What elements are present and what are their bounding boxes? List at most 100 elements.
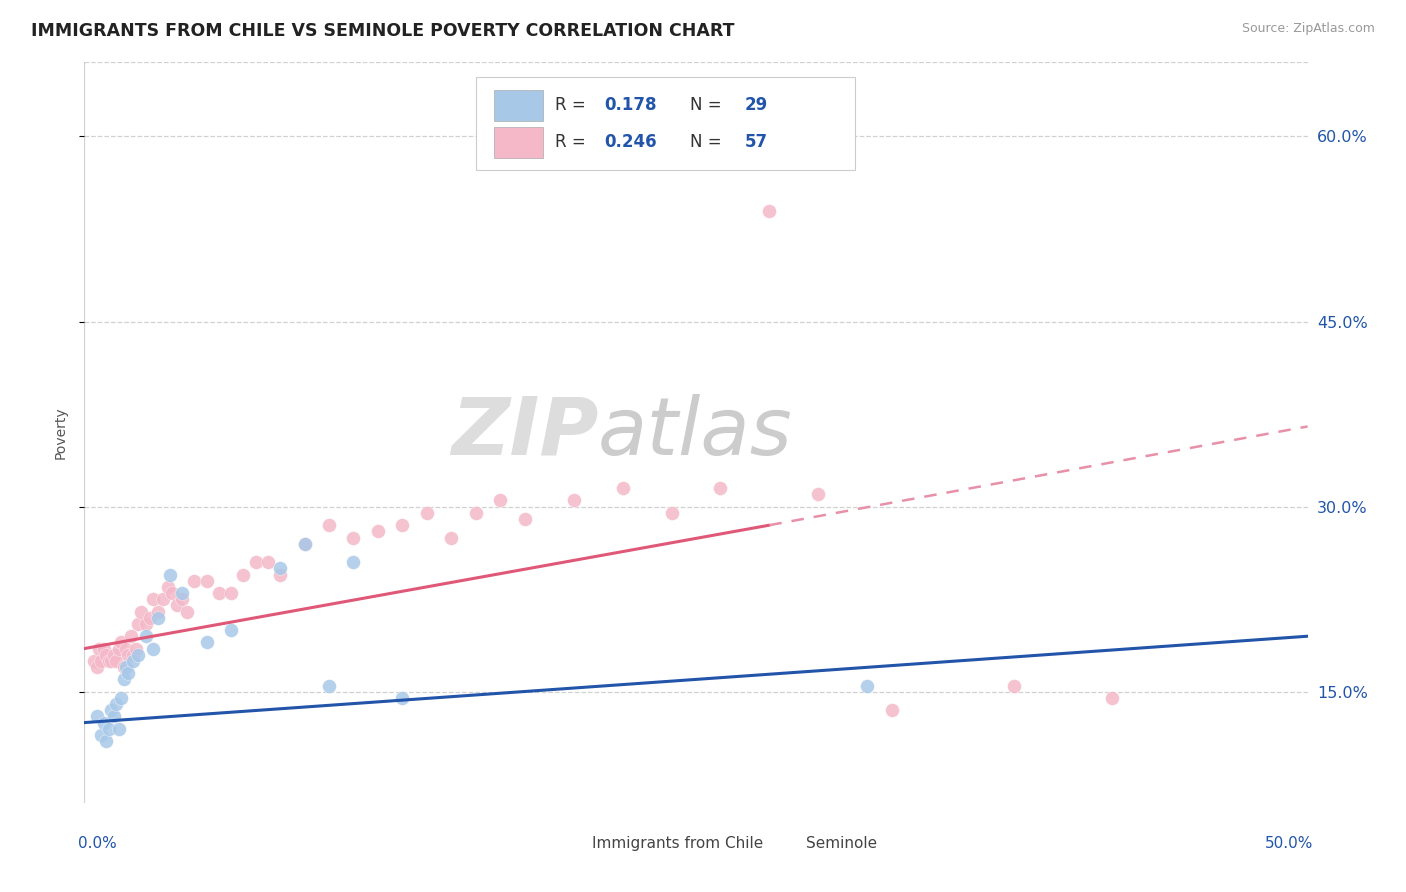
Text: N =: N = <box>690 134 727 152</box>
Text: R =: R = <box>555 134 592 152</box>
Point <box>219 586 242 600</box>
Point <box>142 641 165 656</box>
Point <box>146 605 169 619</box>
Point <box>464 506 486 520</box>
Point <box>97 654 120 668</box>
Point <box>125 641 148 656</box>
Point <box>90 654 112 668</box>
Point <box>139 611 162 625</box>
FancyBboxPatch shape <box>475 78 855 169</box>
Point <box>245 555 267 569</box>
Point <box>257 555 280 569</box>
Point <box>183 574 205 588</box>
Point <box>294 536 316 550</box>
Point <box>93 715 115 730</box>
Text: Source: ZipAtlas.com: Source: ZipAtlas.com <box>1241 22 1375 36</box>
Point <box>342 531 364 545</box>
Point <box>122 654 145 668</box>
Point <box>219 623 242 637</box>
Text: Seminole: Seminole <box>806 836 877 851</box>
Point <box>97 722 120 736</box>
Point <box>112 673 135 687</box>
Point <box>103 648 125 662</box>
Point <box>122 648 145 662</box>
Point <box>159 567 181 582</box>
Point <box>129 605 152 619</box>
Point <box>105 654 128 668</box>
Point <box>127 648 149 662</box>
Text: 57: 57 <box>745 134 768 152</box>
Point <box>135 616 157 631</box>
Point <box>318 679 340 693</box>
Point <box>86 660 108 674</box>
Point <box>100 654 122 668</box>
Text: IMMIGRANTS FROM CHILE VS SEMINOLE POVERTY CORRELATION CHART: IMMIGRANTS FROM CHILE VS SEMINOLE POVERT… <box>31 22 734 40</box>
Point <box>146 611 169 625</box>
Point <box>120 629 142 643</box>
Point <box>127 616 149 631</box>
Point <box>1002 679 1025 693</box>
Point <box>142 592 165 607</box>
Point <box>208 586 231 600</box>
Text: 50.0%: 50.0% <box>1265 836 1313 851</box>
Point <box>758 203 780 218</box>
Point <box>269 567 291 582</box>
Point <box>367 524 389 539</box>
Point <box>195 574 218 588</box>
Text: 29: 29 <box>745 96 768 114</box>
Point <box>115 641 138 656</box>
Point <box>105 697 128 711</box>
Point <box>166 599 188 613</box>
Point <box>172 586 194 600</box>
Point <box>110 690 132 705</box>
Point <box>391 518 413 533</box>
Point <box>96 648 118 662</box>
Text: 0.0%: 0.0% <box>79 836 117 851</box>
Point <box>87 641 110 656</box>
Point <box>83 654 105 668</box>
Text: atlas: atlas <box>598 393 793 472</box>
Point <box>107 641 129 656</box>
Point <box>318 518 340 533</box>
Point <box>162 586 184 600</box>
Point <box>232 567 254 582</box>
Point <box>489 493 512 508</box>
Point <box>117 648 139 662</box>
Point <box>110 635 132 649</box>
Point <box>172 592 194 607</box>
Point <box>107 722 129 736</box>
Point <box>96 734 118 748</box>
Point <box>93 641 115 656</box>
Point <box>103 709 125 723</box>
Text: R =: R = <box>555 96 592 114</box>
Point <box>176 605 198 619</box>
Text: ZIP: ZIP <box>451 393 598 472</box>
Point <box>195 635 218 649</box>
FancyBboxPatch shape <box>761 830 796 857</box>
Text: N =: N = <box>690 96 727 114</box>
Point <box>807 487 830 501</box>
Point <box>416 506 439 520</box>
Text: 0.178: 0.178 <box>605 96 657 114</box>
Point <box>342 555 364 569</box>
Point <box>709 481 731 495</box>
Point <box>562 493 585 508</box>
Point <box>112 660 135 674</box>
Point <box>100 703 122 717</box>
Text: Immigrants from Chile: Immigrants from Chile <box>592 836 763 851</box>
FancyBboxPatch shape <box>547 830 582 857</box>
Point <box>513 512 536 526</box>
Point <box>1101 690 1123 705</box>
Point <box>612 481 634 495</box>
Point <box>115 660 138 674</box>
FancyBboxPatch shape <box>494 90 543 121</box>
Point <box>880 703 903 717</box>
Point <box>440 531 463 545</box>
Point <box>152 592 174 607</box>
Point <box>856 679 879 693</box>
Y-axis label: Poverty: Poverty <box>53 407 67 458</box>
Point <box>661 506 683 520</box>
Point <box>90 728 112 742</box>
Point <box>117 666 139 681</box>
Point <box>156 580 179 594</box>
